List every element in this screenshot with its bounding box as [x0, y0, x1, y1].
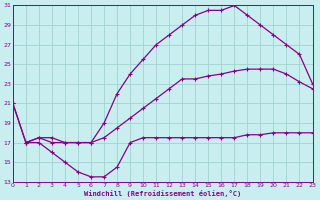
X-axis label: Windchill (Refroidissement éolien,°C): Windchill (Refroidissement éolien,°C) [84, 190, 241, 197]
